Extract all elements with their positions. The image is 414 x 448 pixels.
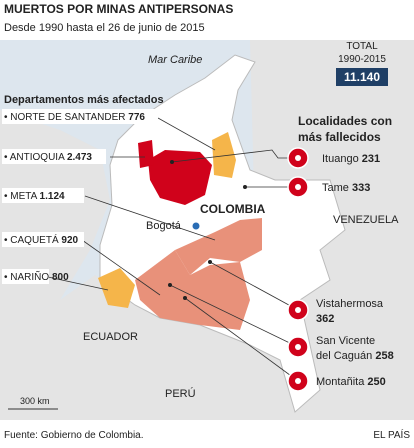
department-name: ANTIOQUIA xyxy=(10,152,65,163)
department: • CAQUETÁ 920 xyxy=(4,233,79,246)
locality-name: Montañita xyxy=(316,376,365,388)
sea-label: Mar Caribe xyxy=(148,54,202,66)
locality-value: 231 xyxy=(362,153,380,165)
total-label: TOTAL xyxy=(346,41,378,52)
department-value: 920 xyxy=(61,235,78,246)
departments-heading: Departamentos más afectados xyxy=(4,94,164,106)
department-name: META xyxy=(10,191,37,202)
department-value: 1.124 xyxy=(40,191,65,202)
country-label: COLOMBIA xyxy=(200,202,266,216)
department-name: NARIÑO xyxy=(10,270,49,283)
localities: Localidades con más fallecidos Ituango 2… xyxy=(168,114,394,392)
label-bg xyxy=(2,269,49,284)
localities-heading: Localidades con xyxy=(298,114,392,128)
meta xyxy=(175,218,262,275)
locality-marker-center xyxy=(295,155,301,161)
narino xyxy=(98,268,135,308)
country-label: PERÚ xyxy=(165,387,196,400)
locality: Tame 333 xyxy=(322,182,370,194)
label-bg xyxy=(2,109,158,124)
label-bg xyxy=(2,149,106,164)
label-bg xyxy=(2,232,84,247)
connector xyxy=(47,276,109,291)
locality-name: del Caguán xyxy=(316,350,372,362)
locality-name: San Vicente xyxy=(316,335,375,347)
connector xyxy=(184,297,299,382)
connector xyxy=(157,117,216,151)
locality-marker-center xyxy=(295,344,301,350)
locality-name: Ituango xyxy=(322,153,359,165)
source: Fuente: Gobierno de Colombia. xyxy=(4,430,144,441)
total-value: 11.140 xyxy=(344,70,380,84)
locality-value: 333 xyxy=(352,182,370,194)
department: • NARIÑO 800 xyxy=(4,270,69,283)
locality-point xyxy=(183,296,187,300)
locality-name: Vistahermosa xyxy=(316,298,384,310)
locality-point xyxy=(243,185,247,189)
subtitle: Desde 1990 hasta el 26 de junio de 2015 xyxy=(4,22,205,34)
locality-point xyxy=(208,260,212,264)
connector xyxy=(84,195,216,241)
department: • ANTIOQUIA 2.473 xyxy=(4,152,92,163)
scale-label: 300 km xyxy=(20,396,50,406)
locality-marker-center xyxy=(295,184,301,190)
connector xyxy=(169,284,299,348)
neighbors xyxy=(0,40,414,420)
capital-marker xyxy=(191,221,201,231)
department: • META 1.124 xyxy=(4,191,65,202)
norte-de-santander xyxy=(212,132,236,178)
label-bg xyxy=(2,188,84,203)
department: • NORTE DE SANTANDER 776 xyxy=(4,112,145,123)
credit: EL PAÍS xyxy=(373,428,410,441)
total-box xyxy=(336,68,388,86)
locality-point xyxy=(168,283,172,287)
department-name: CAQUETÁ xyxy=(10,233,59,246)
departments: Departamentos más afectados • NORTE DE S… xyxy=(2,94,216,296)
capital-label: Bogotá xyxy=(146,220,182,232)
total-period: 1990-2015 xyxy=(338,54,386,65)
country-label: ECUADOR xyxy=(83,331,138,343)
locality-marker-center xyxy=(295,378,301,384)
locality: del Caguán 258 xyxy=(316,350,394,362)
region xyxy=(138,140,154,168)
antioquia xyxy=(148,150,212,205)
locality-value: 250 xyxy=(367,376,385,388)
locality: Ituango 231 xyxy=(322,153,380,165)
department-value: 800 xyxy=(52,272,69,283)
connector xyxy=(209,261,299,311)
locality: Montañita 250 xyxy=(316,376,386,388)
locality-name: Tame xyxy=(322,182,349,194)
department-value: 2.473 xyxy=(67,152,92,163)
department-name: NORTE DE SANTANDER xyxy=(10,112,125,123)
locality-marker-center xyxy=(295,307,301,313)
localities-heading: más fallecidos xyxy=(298,130,381,144)
title: MUERTOS POR MINAS ANTIPERSONAS xyxy=(4,2,233,16)
locality-value: 258 xyxy=(375,350,393,362)
department-value: 776 xyxy=(128,112,145,123)
connector xyxy=(81,239,161,296)
locality-point xyxy=(170,160,174,164)
country-label: VENEZUELA xyxy=(333,214,399,226)
locality-value: 362 xyxy=(316,313,334,325)
